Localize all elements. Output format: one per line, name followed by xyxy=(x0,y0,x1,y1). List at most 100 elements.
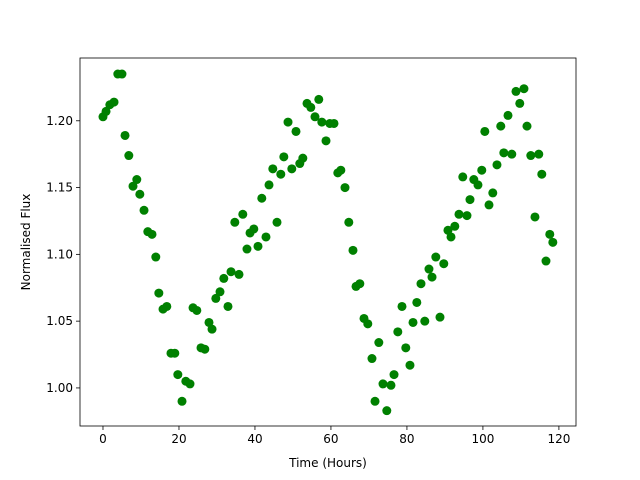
point xyxy=(473,180,483,190)
point xyxy=(367,354,377,364)
point xyxy=(215,287,225,297)
point xyxy=(401,343,411,353)
point xyxy=(200,344,210,354)
point xyxy=(219,273,229,283)
point xyxy=(496,121,506,131)
point xyxy=(253,241,263,251)
point xyxy=(363,319,373,329)
point xyxy=(132,175,142,185)
point xyxy=(480,126,490,136)
point xyxy=(192,305,202,315)
point xyxy=(492,160,502,170)
point xyxy=(211,293,221,303)
point xyxy=(439,259,449,269)
point xyxy=(431,252,441,262)
point xyxy=(276,169,286,179)
point xyxy=(264,180,274,190)
point xyxy=(499,148,509,158)
point xyxy=(462,211,472,221)
x-tick-label: 0 xyxy=(99,432,107,446)
point xyxy=(488,188,498,198)
point xyxy=(223,301,233,311)
point xyxy=(317,117,327,127)
point xyxy=(344,217,354,227)
point xyxy=(242,244,252,254)
point xyxy=(412,297,422,307)
point xyxy=(154,288,164,298)
x-tick-label: 60 xyxy=(323,432,338,446)
y-tick-label: 1.10 xyxy=(46,247,73,261)
point xyxy=(424,264,434,274)
point xyxy=(230,217,240,227)
point xyxy=(272,217,282,227)
point xyxy=(147,229,157,239)
point xyxy=(185,379,195,389)
point xyxy=(458,172,468,182)
point xyxy=(507,149,517,159)
point xyxy=(257,193,267,203)
point xyxy=(101,106,111,116)
point xyxy=(310,112,320,122)
x-tick-label: 80 xyxy=(399,432,414,446)
point xyxy=(405,360,415,370)
point xyxy=(124,151,134,161)
point xyxy=(348,245,358,255)
x-tick-label: 20 xyxy=(171,432,186,446)
point xyxy=(446,232,456,242)
point xyxy=(109,97,119,107)
point xyxy=(355,279,365,289)
point xyxy=(477,165,487,175)
point xyxy=(238,209,248,219)
x-axis-label: Time (Hours) xyxy=(288,456,367,470)
point xyxy=(249,224,259,234)
point xyxy=(389,370,399,380)
point xyxy=(522,121,532,131)
point xyxy=(321,136,331,146)
point xyxy=(427,272,437,282)
point xyxy=(416,279,426,289)
point xyxy=(128,181,138,191)
point xyxy=(226,267,236,277)
x-tick-label: 40 xyxy=(247,432,262,446)
axes-frame xyxy=(79,57,577,427)
point xyxy=(454,209,464,219)
point xyxy=(336,165,346,175)
point xyxy=(450,221,460,231)
point xyxy=(370,396,380,406)
point xyxy=(374,338,384,348)
point xyxy=(519,84,529,94)
point xyxy=(287,164,297,174)
point xyxy=(484,200,494,210)
y-tick-label: 1.15 xyxy=(46,181,73,195)
point xyxy=(545,229,555,239)
point xyxy=(340,183,350,193)
point xyxy=(378,379,388,389)
point xyxy=(120,130,130,140)
point xyxy=(515,98,525,108)
point xyxy=(420,316,430,326)
point xyxy=(526,151,536,161)
point xyxy=(117,69,127,79)
point xyxy=(393,327,403,337)
point xyxy=(283,117,293,127)
point xyxy=(386,380,396,390)
point xyxy=(291,126,301,136)
point xyxy=(151,252,161,262)
point xyxy=(314,94,324,104)
point xyxy=(207,324,217,334)
point xyxy=(511,86,521,96)
point xyxy=(279,152,289,162)
point xyxy=(548,237,558,247)
point xyxy=(397,301,407,311)
point xyxy=(268,164,278,174)
point xyxy=(139,205,149,215)
point xyxy=(382,406,392,416)
point xyxy=(534,149,544,159)
point xyxy=(465,195,475,205)
point xyxy=(530,212,540,222)
x-tick-label: 120 xyxy=(547,432,570,446)
y-tick-label: 1.05 xyxy=(46,314,73,328)
point xyxy=(537,169,547,179)
point xyxy=(298,153,308,163)
